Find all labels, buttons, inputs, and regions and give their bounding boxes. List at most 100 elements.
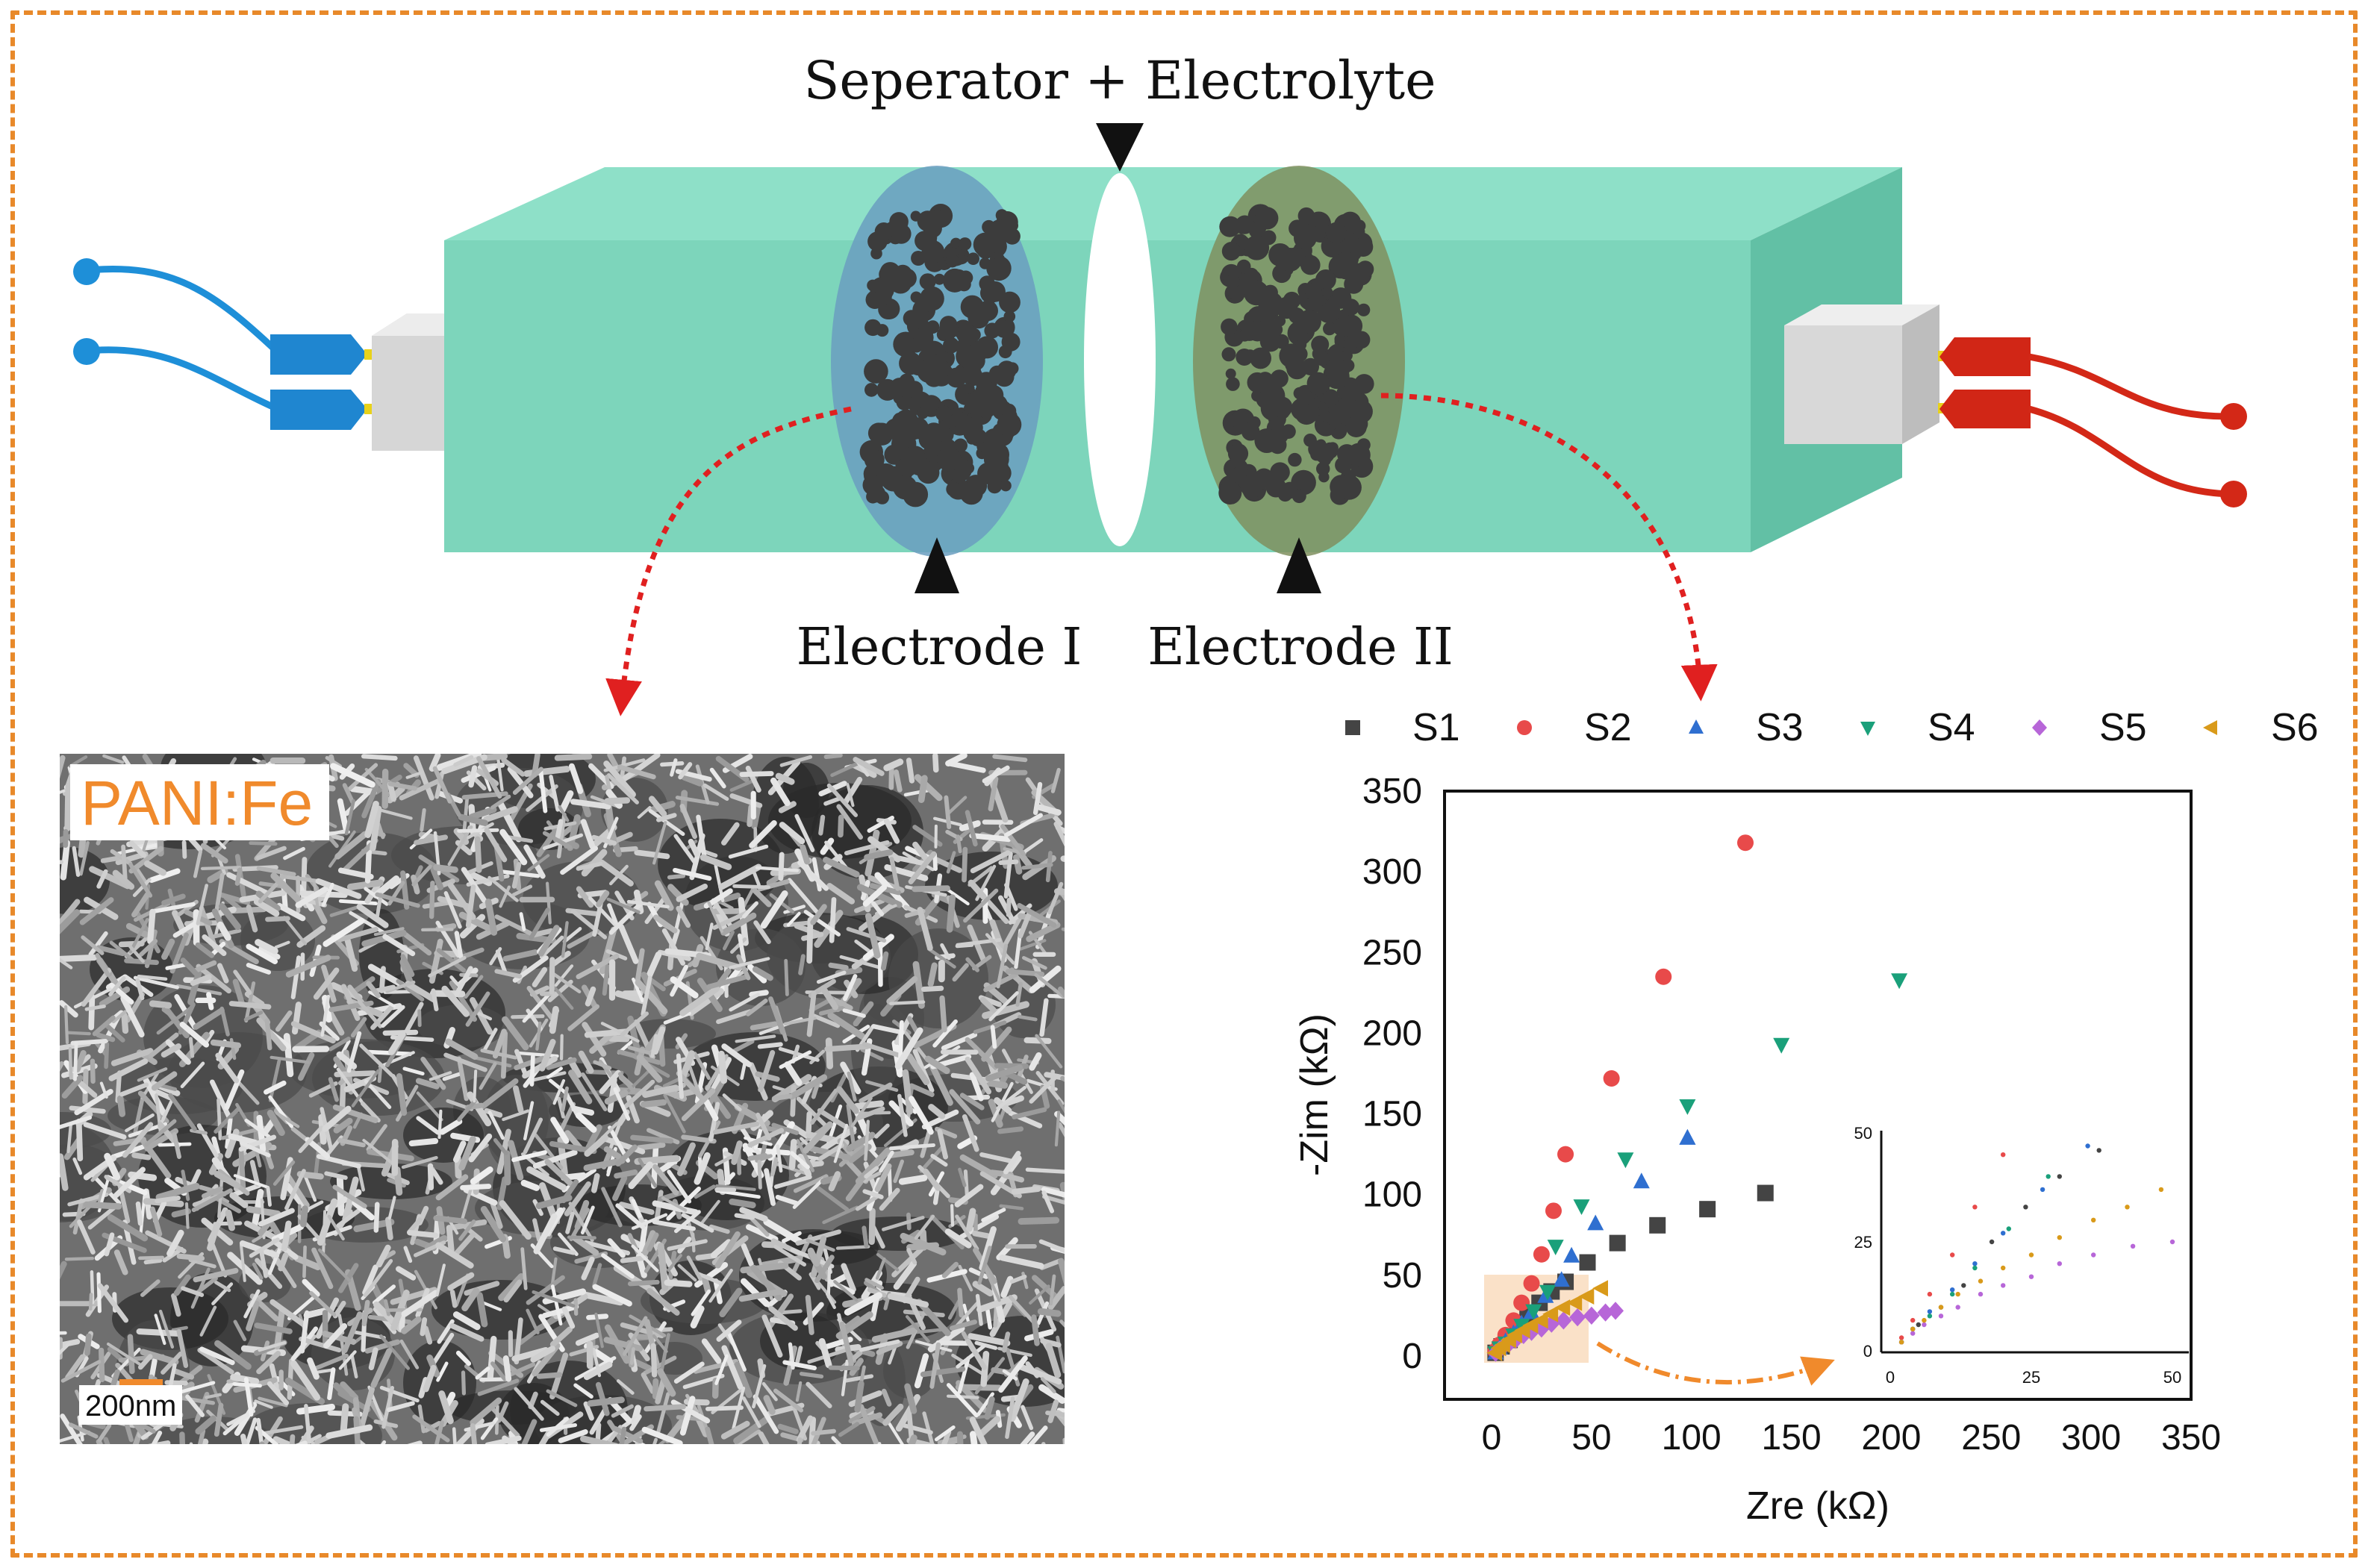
sem-fiber [234, 867, 243, 886]
positive-wire-end-icon [2220, 481, 2247, 507]
sem-fiber [68, 1047, 73, 1080]
x-tick-label: 250 [1961, 1418, 2021, 1458]
sem-fiber [347, 879, 384, 890]
sem-fiber [670, 964, 688, 997]
sem-fiber [775, 1194, 800, 1206]
sem-fiber [501, 758, 526, 777]
particle [1247, 416, 1261, 429]
x-tick-label: 50 [1571, 1418, 1611, 1458]
sem-fiber [533, 1213, 558, 1255]
inset-point-s1 [2057, 1174, 2062, 1179]
sem-fiber [545, 881, 552, 925]
sem-fiber [862, 1171, 882, 1183]
sem-fiber [502, 1016, 529, 1051]
sem-fiber [332, 1382, 350, 1399]
sem-fiber [898, 1174, 928, 1185]
sem-fiber [710, 1239, 732, 1259]
sem-fiber [1003, 1151, 1021, 1175]
inset-point-s5 [1910, 1331, 1916, 1336]
sem-fiber [489, 947, 502, 966]
sem-fiber [403, 1246, 413, 1264]
legend-marker-s3 [1689, 719, 1704, 734]
sem-fiber [824, 840, 849, 870]
sem-fiber [673, 1361, 705, 1384]
sem-fiber [833, 1280, 859, 1302]
sem-fiber [176, 1253, 205, 1261]
plot-area [1443, 790, 2193, 1401]
legend-marker-s4 [1860, 722, 1875, 736]
connector-block-top [372, 313, 444, 336]
sem-fiber [436, 948, 467, 973]
particle [1001, 332, 1021, 352]
negative-plug-icon [270, 334, 367, 375]
sem-fiber [215, 1052, 240, 1084]
particle [899, 352, 922, 375]
sem-fiber [782, 1231, 802, 1243]
inset-point-s3 [1972, 1261, 1978, 1266]
sem-fiber [1029, 1284, 1050, 1305]
sem-fiber [629, 1414, 642, 1431]
sem-fiber [353, 1330, 386, 1340]
sem-fiber [336, 1175, 345, 1216]
point-s4 [1891, 973, 1908, 990]
particle [1324, 363, 1350, 390]
sem-fiber [889, 857, 900, 891]
sem-fiber [415, 1078, 440, 1090]
inset-points [1898, 1143, 2175, 1345]
particle [1221, 318, 1238, 336]
sem-fiber [323, 917, 365, 947]
sem-fiber [131, 1152, 152, 1161]
sem-fiber [965, 810, 978, 847]
sem-fiber [992, 754, 1028, 763]
sem-fiber [475, 1366, 490, 1380]
sem-fiber [823, 796, 842, 806]
sem-fiber [694, 1184, 716, 1199]
sem-fiber [708, 1224, 730, 1234]
particle [1336, 475, 1362, 500]
sem-fiber [127, 1334, 135, 1375]
sem-fiber [140, 1279, 161, 1297]
point-s4 [1773, 1037, 1790, 1054]
sem-fiber [211, 1282, 234, 1305]
sem-fiber [773, 1388, 804, 1413]
particle [1336, 386, 1349, 399]
sem-fiber [681, 1088, 716, 1122]
sem-fiber [449, 980, 477, 1022]
sem-fiber [716, 1319, 742, 1342]
sem-fiber [435, 1242, 474, 1269]
sem-fiber [1035, 905, 1054, 949]
sem-fiber [430, 866, 444, 890]
particle [1294, 226, 1317, 250]
sem-fiber [946, 894, 956, 933]
particle [1006, 362, 1019, 375]
sem-fiber [819, 1005, 845, 1016]
sem-fiber [693, 1052, 711, 1080]
sem-fiber [969, 832, 1012, 843]
sem-fiber [69, 1205, 92, 1228]
sem-fiber [594, 1312, 604, 1349]
sem-fiber [378, 1051, 415, 1069]
sem-fiber [870, 1280, 883, 1322]
sem-fiber [798, 954, 806, 975]
sem-fiber [591, 1172, 600, 1193]
point-s2 [1557, 1146, 1574, 1163]
particle [923, 367, 944, 387]
x-tick-label: 300 [2061, 1418, 2121, 1458]
sem-fiber [608, 1035, 630, 1043]
sem-fiber [838, 1422, 860, 1437]
sem-fiber [468, 1133, 493, 1163]
sem-fiber [855, 1195, 879, 1211]
sem-fiber [588, 896, 617, 926]
sem-fiber [1000, 1275, 1014, 1299]
sem-fiber [72, 1157, 83, 1175]
sem-pore [170, 1272, 254, 1366]
particle [922, 230, 938, 246]
sem-fiber [617, 1072, 635, 1093]
sem-fiber [736, 954, 751, 981]
sem-fiber [484, 1435, 522, 1444]
sem-fiber [652, 1219, 696, 1231]
particle [862, 475, 883, 496]
y-tick-label: 0 [1402, 1337, 1422, 1376]
particle [964, 383, 975, 394]
particle [893, 475, 917, 500]
